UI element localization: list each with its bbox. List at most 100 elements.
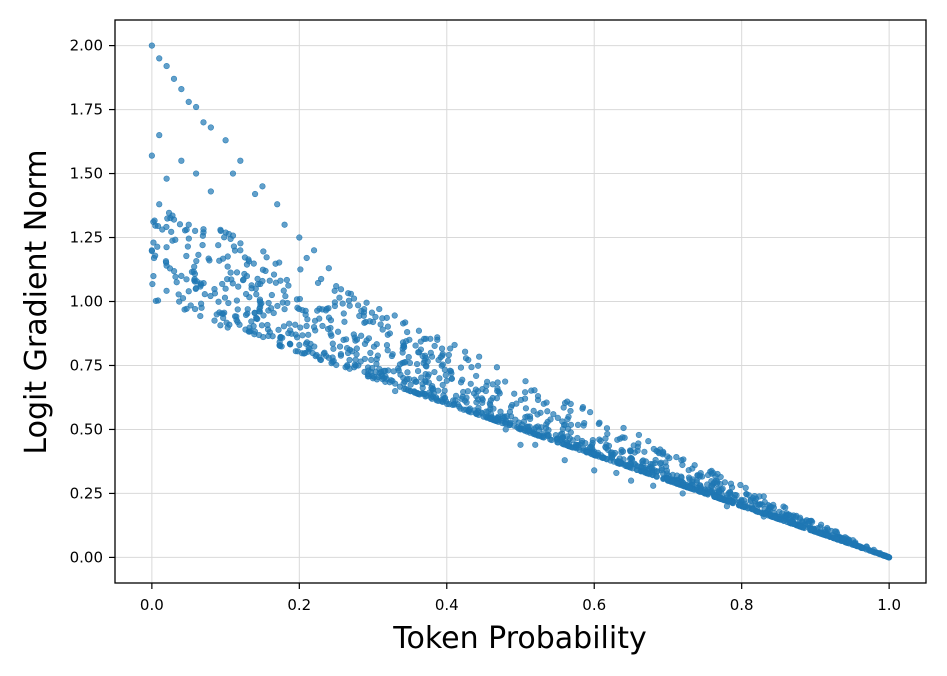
data-point [547,416,554,423]
data-point [564,416,571,423]
data-point [309,349,316,357]
data-point [183,276,190,283]
data-point [379,315,386,322]
data-point [513,400,520,407]
data-point [246,328,253,335]
data-point [833,535,840,543]
data-point [639,458,646,465]
data-point [368,309,376,316]
data-point [442,372,449,379]
grid-layer [115,20,926,583]
data-point [405,354,412,361]
data-point [260,312,267,319]
data-point [311,317,319,324]
data-point [613,469,620,477]
data-point [296,295,303,303]
data-point [618,446,625,454]
data-point [817,530,824,537]
data-point [184,243,191,250]
data-point [222,137,229,144]
data-point [412,378,419,385]
data-point [266,277,273,284]
x-axis-label: Token Probability [392,621,646,656]
data-point [162,258,170,265]
data-point [553,436,560,443]
data-point [561,399,569,407]
x-tick-label: 0.2 [287,596,311,614]
data-point [411,389,419,396]
data-point [680,456,687,463]
data-point [439,381,446,389]
data-point [404,369,411,376]
data-point [750,506,757,513]
data-point [165,209,173,216]
data-point [673,472,681,479]
data-point [314,279,322,287]
data-point [269,333,276,340]
data-point [360,309,368,316]
y-tick-label: 1.25 [70,229,103,247]
points-layer [148,42,893,561]
data-point [384,347,391,354]
data-point [507,403,515,411]
data-point [473,372,480,380]
data-point [508,413,515,420]
data-point [341,318,348,325]
data-point [224,263,231,270]
data-point [256,296,264,303]
data-point [327,324,334,332]
data-point [431,368,438,376]
data-point [346,356,353,364]
y-tick-label: 2.00 [70,37,103,55]
data-point [207,292,214,300]
data-point [172,273,179,280]
y-tick-label: 0.75 [70,356,103,374]
data-point [383,342,391,349]
data-point [530,407,537,414]
data-point [772,514,779,522]
data-point [314,307,321,314]
data-point [348,348,356,355]
y-tick-label: 0.50 [70,420,103,438]
data-point [510,422,518,429]
data-point [237,240,244,247]
data-point [797,523,804,530]
data-point [340,310,347,317]
data-point [193,103,200,111]
data-point [222,285,229,292]
data-point [427,391,434,398]
data-point [389,351,396,358]
data-point [200,119,207,126]
data-point [237,157,244,164]
x-tick-label: 0.8 [730,596,754,614]
data-point [248,282,255,289]
data-point [329,340,336,347]
data-point [198,300,205,307]
data-point [215,242,222,249]
data-point [268,291,275,299]
data-point [374,352,381,359]
data-point [151,217,158,224]
data-point [336,343,344,350]
data-point [573,441,580,448]
data-point [242,311,250,318]
data-point [185,288,192,295]
data-point [298,350,306,357]
data-point [386,379,393,386]
data-point [178,272,185,280]
data-point [235,283,242,290]
data-point [569,437,576,444]
data-point [241,254,249,261]
data-point [561,457,568,464]
data-point [259,183,266,190]
ticks-layer: 0.0 0.2 0.4 0.6 0.8 1.0 0.00 0.25 0.50 0.75 1.00 1.… [70,37,901,614]
data-point [441,387,448,394]
data-point [457,364,465,371]
data-point [257,280,264,288]
data-point [602,435,609,442]
data-point [274,201,281,208]
data-point [494,379,501,386]
data-point [451,341,458,349]
data-point [742,484,749,492]
y-tick-label: 1.00 [70,293,103,311]
